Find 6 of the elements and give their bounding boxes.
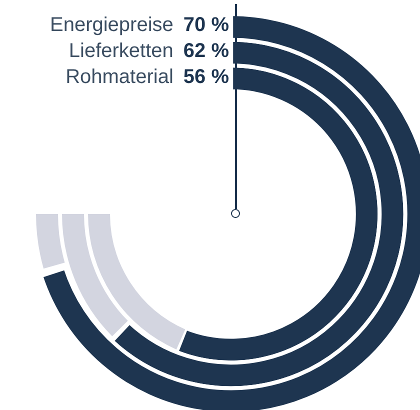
data-label: 70 % [183,14,229,36]
category-label: Lieferketten [68,40,174,62]
data-label: 56 % [183,66,229,88]
category-label: Energiepreise [50,14,174,36]
data-label: 62 % [183,40,229,62]
category-label: Rohmaterial [66,66,174,88]
